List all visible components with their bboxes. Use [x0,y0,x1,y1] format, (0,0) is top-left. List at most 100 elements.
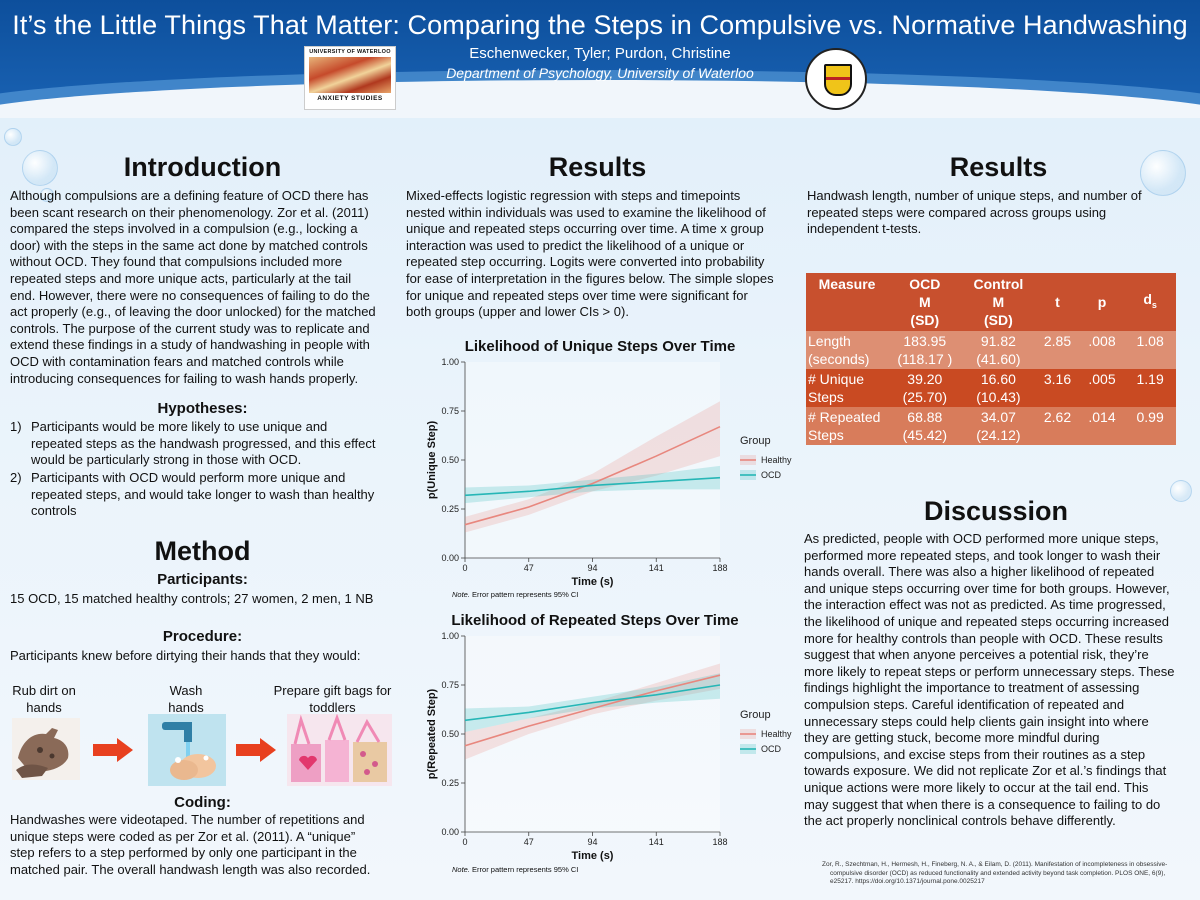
ci-band-healthy [465,401,720,533]
logo-top-text: UNIVERSITY OF WATERLOO [309,49,391,55]
coding-text: Handwashes were videotaped. The number o… [10,812,371,877]
series-line-ocd [464,476,721,497]
participants-text: 15 OCD, 15 matched healthy controls; 27 … [10,591,374,606]
results-heading-right: Results [949,152,1048,182]
unique-chart-note: Note. Error pattern represents 95% CI [452,590,579,599]
table-header-cell: ds [1124,273,1176,331]
bubble-decoration [4,128,22,146]
table-header-cell: OCD M (SD) [888,273,962,331]
x-tick-label: 47 [524,563,534,573]
table-cell: .008 [1079,331,1125,369]
x-tick-label: 47 [524,837,534,847]
x-tick-label: 94 [587,563,597,573]
series-line-healthy [464,425,721,526]
repeated-steps-chart-title: Likelihood of Repeated Steps Over Time [451,612,739,629]
discussion-heading: Discussion [923,496,1069,526]
x-tick-label: 141 [649,563,664,573]
hypothesis-item-1: 1) Participants would be more likely to … [10,419,376,468]
crest-shield-icon [824,64,852,96]
series-line-ocd [464,684,721,722]
table-cell: # Unique Steps [806,369,889,407]
table-row: # Unique Steps 39.20 (25.70) 16.60 (10.43) … [806,369,1176,407]
table-header-cell: t [1035,273,1080,331]
x-axis-label: Time (s) [572,576,614,588]
procedure-step-1-label: Rub dirt on hands [12,683,76,715]
anxiety-studies-logo: UNIVERSITY OF WATERLOO ANXIETY STUDIES [304,46,396,110]
poster-title: It’s the Little Things That Matter: Comp… [12,10,1188,40]
reference-citation: Zor, R., Szechtman, H., Hermesh, H., Fin… [822,861,1168,886]
x-tick-label: 0 [462,563,467,573]
hypothesis-item-2: 2) Participants with OCD would perform m… [10,470,375,519]
legend-label: OCD [761,744,782,754]
legend-label: Healthy [761,729,792,739]
table-cell: 183.95 (118.17 ) [888,331,962,369]
y-tick-label: 0.50 [441,729,459,739]
logo-art [309,57,391,93]
table-cell: 0.99 [1124,407,1176,445]
poster-authors: Eschenwecker, Tyler; Purdon, Christine [469,45,731,62]
table-header-cell: Control M (SD) [961,273,1036,331]
table-cell: 1.19 [1124,369,1176,407]
legend-label: OCD [761,470,782,480]
y-tick-label: 0.00 [441,553,459,563]
procedure-text: Participants knew before dirtying their … [10,648,361,663]
table-cell: .014 [1079,407,1125,445]
y-tick-label: 0.00 [441,827,459,837]
introduction-text: Although compulsions are a defining feat… [10,188,376,386]
legend-label: Healthy [761,455,792,465]
plot-background [465,636,720,832]
bubble-decoration [40,188,54,202]
table-header-cell: Measure [806,273,889,331]
coding-heading: Coding: [174,794,231,811]
bubble-decoration [1140,150,1186,196]
y-tick-label: 0.50 [441,455,459,465]
procedure-heading: Procedure: [162,628,243,645]
bubble-decoration [22,150,58,186]
participants-heading: Participants: [157,571,248,588]
table-cell: .005 [1079,369,1125,407]
hypotheses-heading: Hypotheses: [157,400,248,417]
repeated-chart-note: Note. Error pattern represents 95% CI [452,865,579,874]
x-tick-label: 188 [712,563,727,573]
university-crest-logo [805,48,867,110]
gift-bags-image [287,714,392,786]
x-tick-label: 94 [587,837,597,847]
table-cell: 68.88 (45.42) [888,407,962,445]
table-cell: 16.60 (10.43) [961,369,1036,407]
table-row: Length (seconds) 183.95 (118.17 ) 91.82 (41… [806,331,1176,369]
table-cell: 91.82 (41.60) [961,331,1036,369]
table-header-cell: p [1079,273,1125,331]
y-tick-label: 0.25 [441,504,459,514]
table-row: # Repeated Steps 68.88 (45.42) 34.07 (24.12… [806,407,1176,445]
poster-department: Department of Psychology, University of … [446,65,754,81]
results-heading-middle: Results [548,152,647,182]
bubble-decoration [1170,480,1192,502]
results-middle-text: Mixed-effects logistic regression with s… [406,188,774,320]
x-tick-label: 141 [649,837,664,847]
procedure-step-3-label: Prepare gift bags for toddlers [273,683,392,715]
y-tick-label: 1.00 [441,631,459,641]
ci-band-healthy [465,663,720,760]
table-header-row: Measure OCD M (SD) Control M (SD) t p ds [806,273,1176,331]
poster-header: It’s the Little Things That Matter: Comp… [0,0,1200,118]
washing-hands-image [148,714,226,786]
introduction-heading: Introduction [123,152,282,182]
unique-steps-chart: 0.00 0.25 0.50 0.75 1.00 0 47 94 141 188 Time (s) p… [426,357,792,588]
y-axis-label: p(Unique Step) [426,421,438,500]
legend-title: Group [740,435,771,447]
plot-background [465,362,720,558]
unique-steps-chart-title: Likelihood of Unique Steps Over Time [464,338,736,355]
y-tick-label: 1.00 [441,357,459,367]
table-cell: 1.08 [1124,331,1176,369]
table-cell: # Repeated Steps [806,407,889,445]
logo-bottom-text: ANXIETY STUDIES [317,95,383,102]
legend-title: Group [740,709,771,721]
t-test-results-table: Measure OCD M (SD) Control M (SD) t p ds Len… [806,273,1176,445]
repeated-steps-chart: 0.00 0.25 0.50 0.75 1.00 0 47 94 141 188 Time (s) p… [426,631,792,862]
y-axis-label: p(Repeated Step) [426,688,438,779]
y-tick-label: 0.75 [441,680,459,690]
table-cell: 39.20 (25.70) [888,369,962,407]
x-tick-label: 188 [712,837,727,847]
series-line-healthy [464,674,721,747]
table-cell: 2.85 [1035,331,1080,369]
